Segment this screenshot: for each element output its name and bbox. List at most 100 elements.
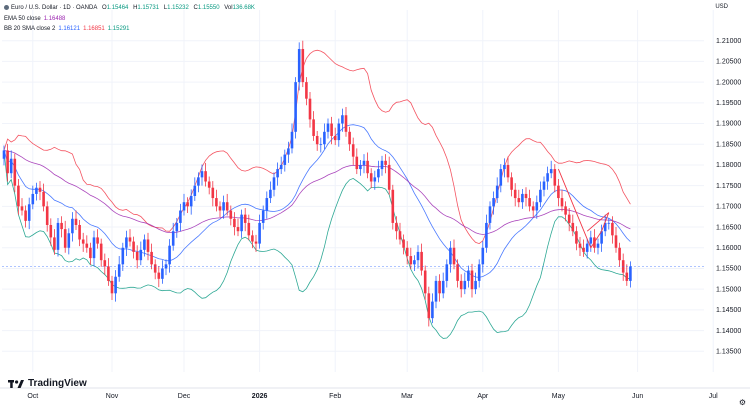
candle — [402, 234, 405, 255]
candle — [301, 40, 305, 88]
bb-upper-value: 1.16851 — [83, 26, 105, 32]
candle — [629, 261, 632, 288]
candles[interactable] — [2, 40, 632, 327]
candle-body — [427, 293, 431, 319]
price-tick-label: 1.18000 — [716, 162, 741, 169]
candle — [168, 239, 171, 273]
candle-body — [614, 235, 618, 248]
currency-label[interactable]: USD — [715, 4, 728, 10]
candle-body — [301, 48, 305, 83]
candle — [258, 214, 261, 249]
candle — [13, 153, 17, 193]
symbol-legend[interactable]: Euro / U.S. Dollar · 1D · OANDA O1.15464… — [4, 4, 255, 12]
candle — [503, 158, 506, 178]
candle — [78, 220, 81, 247]
candle — [114, 270, 117, 302]
candle-body — [330, 123, 333, 136]
candle — [171, 222, 175, 251]
candle — [85, 235, 89, 253]
candle-body — [236, 227, 240, 232]
candle — [71, 212, 74, 242]
candle — [549, 160, 553, 179]
candle-body — [233, 218, 236, 228]
ohlc-low: L1.15232 — [163, 5, 189, 11]
time-tick-label: Dec — [178, 393, 191, 400]
candle — [557, 179, 560, 207]
candle-body — [380, 160, 384, 170]
candle — [445, 259, 449, 288]
candle — [384, 154, 387, 174]
candle — [20, 198, 24, 216]
candle-body — [423, 270, 427, 294]
candle-body — [193, 185, 197, 196]
candle — [323, 123, 326, 150]
candle — [319, 137, 323, 153]
candle-body — [186, 202, 189, 207]
candle-body — [6, 150, 9, 174]
candle-body — [85, 243, 89, 248]
candle-body — [247, 222, 251, 236]
candle — [575, 226, 578, 251]
candle — [510, 172, 513, 197]
candle-body — [74, 218, 78, 225]
candle-body — [251, 235, 254, 242]
candle — [56, 217, 60, 257]
candle-body — [625, 272, 629, 281]
candle — [272, 172, 276, 197]
candle — [474, 272, 477, 295]
candle — [553, 164, 557, 193]
candle-body — [121, 247, 125, 265]
candle-body — [96, 237, 99, 244]
pattern-drawing — [2, 168, 704, 267]
candle-body — [125, 237, 128, 248]
time-tick-label: Jul — [709, 393, 718, 400]
candle-body — [78, 224, 81, 240]
candle-body — [258, 222, 261, 244]
bb-label: BB 20 SMA close 2 — [4, 26, 56, 32]
price-tick-label: 1.14000 — [716, 328, 741, 335]
candle-body — [150, 251, 153, 265]
candle — [539, 181, 542, 208]
candle-body — [542, 181, 546, 190]
candle-body — [485, 222, 488, 248]
candle-body — [488, 206, 492, 223]
candle — [456, 259, 459, 288]
candle-body — [89, 247, 92, 259]
candle — [355, 148, 359, 175]
candle — [362, 154, 366, 174]
candle — [236, 218, 240, 237]
candle — [524, 187, 528, 207]
settings-icon[interactable]: ⚙ — [738, 398, 746, 407]
candle — [467, 265, 470, 288]
price-axis[interactable]: 1.21000 1.20500 1.20000 1.19500 1.19000 1.185… — [716, 38, 741, 356]
time-tick-label: Apr — [477, 393, 489, 400]
candle — [2, 145, 6, 166]
price-tick-label: 1.15000 — [716, 286, 741, 293]
ohlc-close: C1.15550 — [193, 5, 220, 11]
candle — [229, 205, 233, 226]
candle-body — [575, 231, 578, 244]
candle-body — [359, 164, 362, 170]
candle — [513, 183, 517, 207]
candle-body — [513, 189, 517, 199]
time-axis[interactable]: Oct Nov Dec 2026 Feb Mar Apr May Jun Jul — [0, 387, 750, 400]
ema-legend[interactable]: EMA 50 close 1.16488 — [4, 15, 65, 23]
candle-body — [477, 264, 481, 281]
candle — [377, 160, 380, 183]
candle-body — [308, 98, 312, 120]
candle — [485, 214, 488, 253]
candle-body — [596, 243, 600, 248]
bb-legend[interactable]: BB 20 SMA close 2 1.16121 1.16851 1.15291 — [4, 25, 129, 33]
candle — [17, 179, 20, 215]
time-tick-label: Feb — [329, 393, 341, 400]
candle — [164, 259, 168, 276]
candle-body — [348, 131, 351, 145]
candle-body — [283, 154, 287, 165]
candle — [344, 106, 348, 137]
candle — [585, 238, 589, 259]
candle-body — [492, 198, 495, 207]
candle-body — [168, 245, 171, 265]
candle — [157, 265, 161, 288]
candle-body — [81, 239, 85, 244]
